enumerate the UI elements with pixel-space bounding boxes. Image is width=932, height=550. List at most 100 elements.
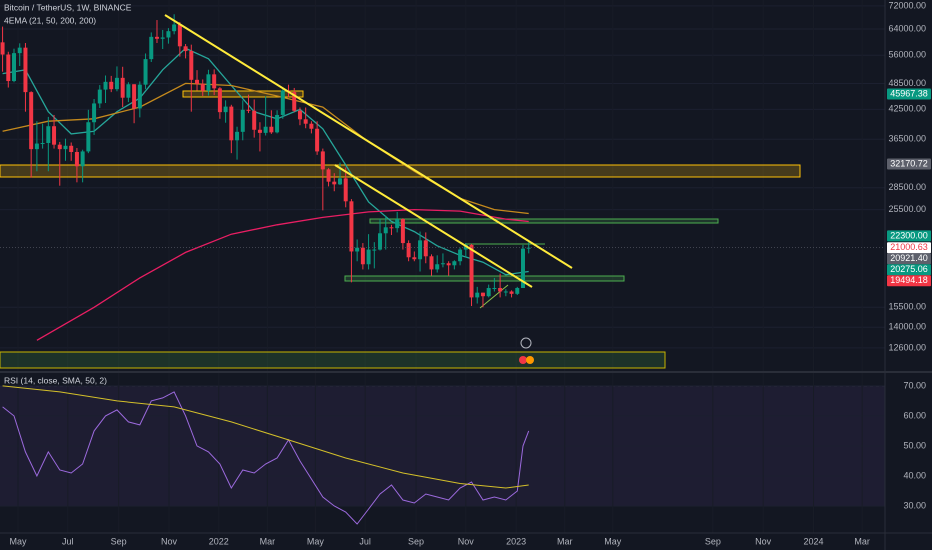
candle-body [383, 227, 388, 234]
y-tick-label: 12600.00 [888, 342, 926, 352]
indicator-line [36, 208, 529, 341]
candle-body [309, 123, 314, 129]
candle-body [400, 219, 405, 244]
candle-body [337, 178, 342, 185]
candle-body [395, 219, 400, 229]
price-badge-label: 20921.40 [890, 253, 928, 263]
candle-body [126, 84, 131, 98]
x-tick-label: Nov [755, 536, 772, 546]
price-badge-label: 21000.63 [890, 242, 928, 252]
candle-body [63, 145, 68, 150]
candle-body [252, 110, 257, 130]
candle-body [200, 83, 205, 91]
indicator-line [2, 391, 530, 525]
candle-body [440, 263, 445, 265]
candle-body [235, 131, 240, 141]
y-tick-label: 14000.00 [888, 322, 926, 332]
y-tick-label: 48500.00 [888, 78, 926, 88]
x-tick-label: Nov [161, 536, 178, 546]
price-badge-label: 19494.18 [890, 275, 928, 285]
candle-body [435, 264, 440, 270]
candle-body [315, 128, 320, 152]
zone [0, 164, 801, 178]
candle-body [349, 201, 354, 252]
y-tick-label: 50.00 [903, 440, 926, 450]
x-tick-label: 2022 [209, 536, 229, 546]
candle-body [166, 31, 171, 38]
rsi-legend: RSI (14, close, SMA, 50, 2) [4, 375, 107, 385]
candle-body [526, 247, 531, 249]
x-tick-label: Mar [260, 536, 276, 546]
x-tick-label: May [10, 536, 28, 546]
axis-layer: 72000.00 64000.00 56000.00 48500.00 42500.00… [10, 0, 931, 546]
candle-body [446, 263, 451, 266]
candle-body [257, 129, 262, 133]
candle-body [332, 181, 337, 185]
candle-body [280, 90, 285, 115]
price-badge [887, 264, 931, 276]
candle-body [195, 79, 200, 84]
candle-body [160, 37, 165, 39]
candle-body [23, 47, 28, 93]
candle-body [172, 24, 177, 32]
candle-body [92, 103, 97, 123]
candle-body [418, 240, 423, 260]
candle-body [34, 143, 39, 150]
price-badge [887, 88, 931, 100]
candle-body [132, 84, 137, 109]
y-tick-label: 30.00 [903, 500, 926, 510]
candle-body [246, 109, 251, 111]
event-icon[interactable] [526, 356, 534, 364]
candle-body [480, 292, 485, 297]
candle-body [360, 247, 365, 265]
candle-body [12, 53, 17, 82]
event-icon[interactable] [520, 337, 532, 349]
candle-body [183, 46, 188, 52]
x-tick-label: 2024 [803, 536, 823, 546]
candle-body [114, 77, 119, 90]
x-tick-label: Sep [111, 536, 127, 546]
price-badge [887, 230, 931, 242]
candle-body [343, 178, 348, 202]
price-badge [887, 275, 931, 287]
x-tick-label: Nov [458, 536, 475, 546]
candle-body [97, 89, 102, 104]
candle-body [154, 36, 159, 39]
candle-body [17, 47, 22, 54]
candle-body [137, 84, 142, 109]
x-tick-label: Jul [359, 536, 371, 546]
y-tick-label: 56000.00 [888, 50, 926, 60]
price-badge [887, 253, 931, 265]
price-badge-label: 20275.06 [890, 264, 928, 274]
candle-body [372, 249, 377, 251]
candle-body [40, 143, 45, 145]
price-badge-label: 22300.00 [890, 230, 928, 240]
indicator-legend: 4EMA (21, 50, 200, 200) [4, 15, 96, 25]
candle-body [326, 169, 331, 182]
candle-body [406, 243, 411, 258]
candle-body [177, 24, 182, 47]
candle-body [212, 74, 217, 89]
candle-body [389, 227, 394, 229]
candle-body [515, 288, 520, 294]
candle-body [292, 92, 297, 111]
candle-body [86, 122, 91, 152]
drawings [0, 90, 801, 369]
x-tick-label: May [604, 536, 622, 546]
candle-body [297, 110, 302, 120]
candle-body [240, 109, 245, 132]
trend-lines [164, 14, 573, 364]
x-tick-label: 2023 [506, 536, 526, 546]
event-icon[interactable] [519, 356, 527, 364]
x-tick-label: Mar [557, 536, 573, 546]
price-badge-label: 45967.38 [890, 88, 928, 98]
candle-body [57, 144, 62, 150]
candle-body [120, 77, 125, 98]
candle-body [378, 233, 383, 250]
zone [0, 351, 666, 369]
candle-body [29, 92, 34, 150]
candle-body [263, 126, 268, 133]
y-tick-label: 60.00 [903, 410, 926, 420]
price-badge [887, 242, 931, 254]
